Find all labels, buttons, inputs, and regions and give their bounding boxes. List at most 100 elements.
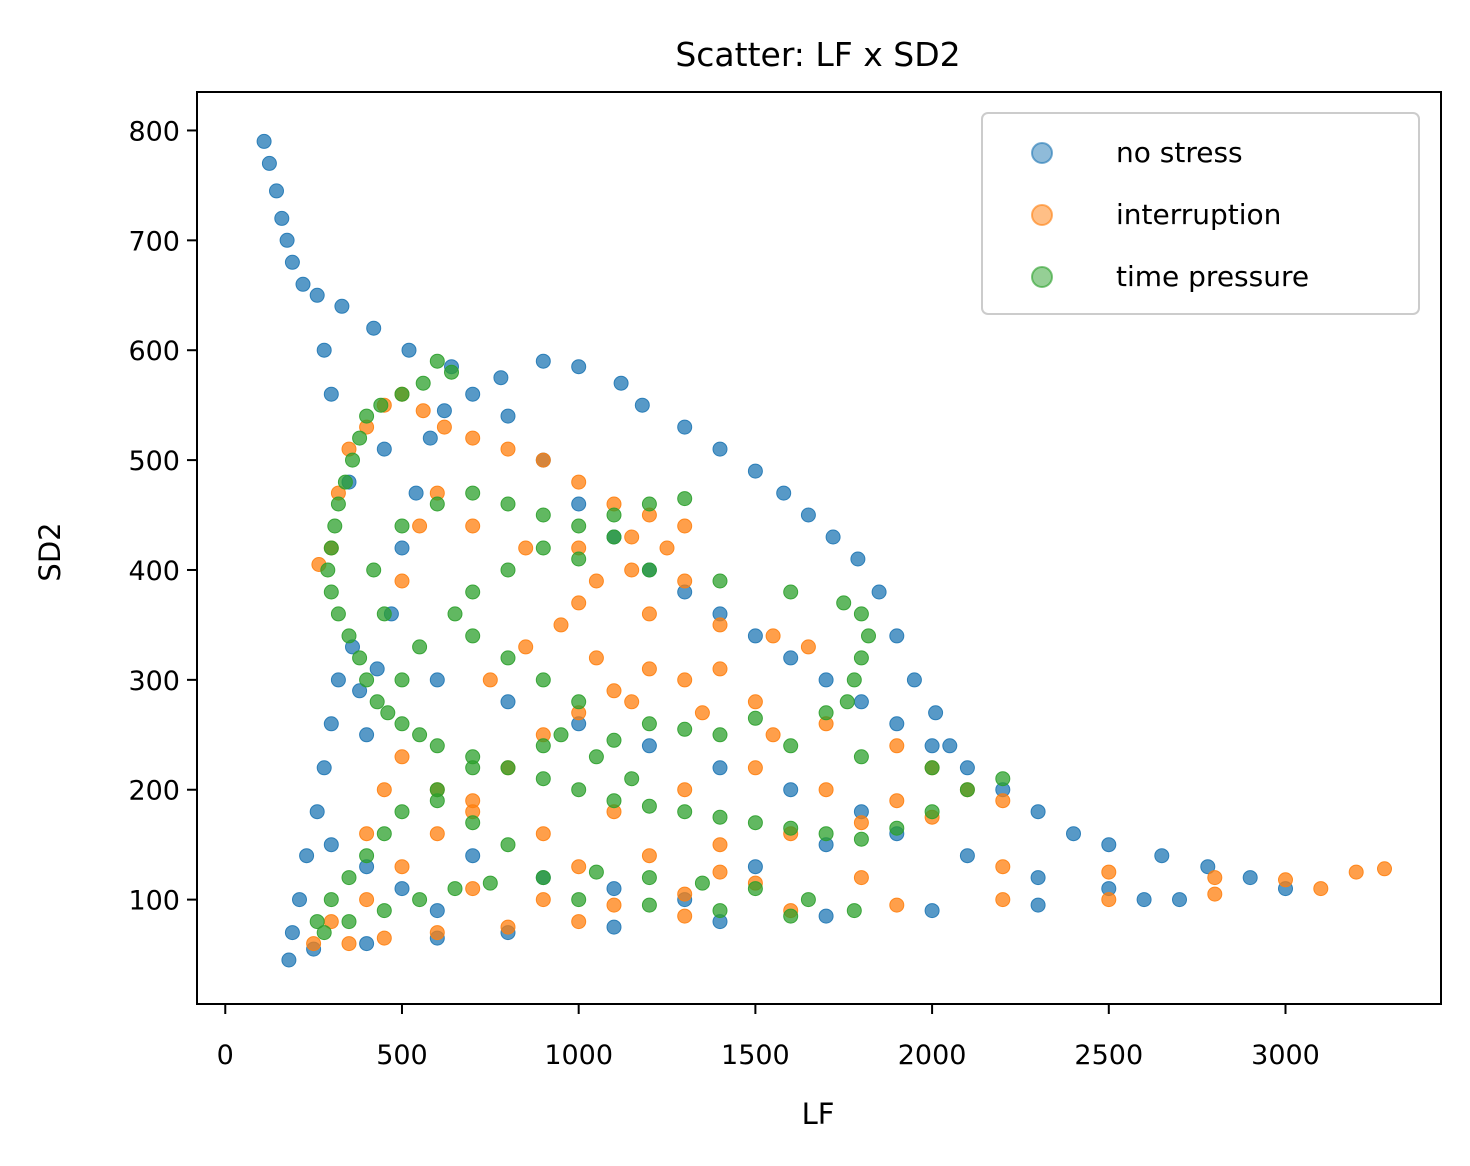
point-time-pressure-24 (500, 760, 516, 776)
point-time-pressure-15 (341, 628, 357, 644)
point-time-pressure-43 (641, 716, 657, 732)
point-no-stress-14 (571, 359, 587, 375)
point-time-pressure-92 (846, 903, 862, 919)
point-time-pressure-17 (359, 672, 375, 688)
point-no-stress-21 (800, 507, 816, 523)
point-interruption-9 (465, 430, 481, 446)
point-time-pressure-85 (482, 875, 498, 891)
point-no-stress-18 (712, 441, 728, 457)
point-interruption-43 (1278, 872, 1293, 888)
point-time-pressure-5 (359, 408, 375, 424)
point-time-pressure-20 (394, 716, 410, 732)
point-time-pressure-91 (800, 892, 816, 908)
point-no-stress-68 (571, 496, 587, 512)
point-time-pressure-86 (535, 870, 551, 886)
point-time-pressure-100 (394, 672, 410, 688)
point-no-stress-51 (299, 848, 315, 864)
point-time-pressure-1 (444, 364, 459, 380)
point-time-pressure-105 (429, 496, 445, 512)
point-no-stress-2 (269, 183, 284, 199)
point-no-stress-15 (613, 375, 629, 391)
x-axis-title: LF (802, 1097, 835, 1131)
point-no-stress-100 (1172, 892, 1187, 908)
point-no-stress-98 (1030, 870, 1046, 886)
point-interruption-94 (765, 727, 781, 743)
point-no-stress-19 (747, 463, 763, 479)
point-time-pressure-12 (320, 562, 336, 578)
point-no-stress-25 (889, 628, 905, 644)
point-time-pressure-14 (330, 606, 346, 622)
point-interruption-54 (500, 919, 516, 935)
point-no-stress-55 (330, 672, 346, 688)
point-time-pressure-32 (783, 820, 799, 836)
point-time-pressure-38 (995, 771, 1011, 787)
point-time-pressure-61 (836, 595, 852, 611)
point-interruption-18 (588, 573, 604, 589)
series-time-pressure (309, 353, 1011, 941)
point-interruption-86 (818, 782, 834, 798)
point-no-stress-7 (309, 287, 325, 303)
point-time-pressure-10 (327, 518, 343, 534)
point-time-pressure-31 (747, 815, 763, 831)
point-no-stress-65 (465, 386, 481, 402)
point-interruption-96 (535, 892, 551, 908)
point-no-stress-4 (279, 232, 295, 248)
point-no-stress-54 (323, 716, 339, 732)
point-time-pressure-27 (606, 793, 622, 809)
point-interruption-38 (712, 864, 728, 880)
point-time-pressure-13 (323, 584, 339, 600)
point-time-pressure-67 (818, 705, 834, 721)
point-time-pressure-95 (641, 897, 657, 913)
point-interruption-50 (889, 897, 905, 913)
point-time-pressure-40 (853, 749, 869, 765)
point-interruption-56 (376, 930, 392, 946)
point-interruption-57 (341, 936, 357, 952)
point-interruption-44 (1348, 864, 1364, 880)
point-interruption-25 (677, 672, 693, 688)
x-tick-label-500: 500 (376, 1040, 428, 1071)
point-time-pressure-57 (571, 551, 587, 567)
point-no-stress-88 (783, 782, 799, 798)
y-tick-label-400: 400 (128, 556, 180, 587)
point-time-pressure-78 (323, 892, 339, 908)
point-time-pressure-104 (394, 518, 410, 534)
point-time-pressure-4 (373, 397, 389, 413)
point-time-pressure-68 (747, 710, 763, 726)
point-interruption-88 (482, 672, 498, 688)
y-tick-label-300: 300 (128, 666, 180, 697)
point-no-stress-64 (436, 403, 452, 419)
point-time-pressure-48 (447, 606, 463, 622)
point-time-pressure-81 (341, 914, 357, 930)
point-time-pressure-25 (535, 771, 551, 787)
point-interruption-10 (500, 441, 516, 457)
point-interruption-40 (995, 859, 1011, 875)
point-time-pressure-42 (712, 727, 728, 743)
legend-marker-interruption (1031, 204, 1053, 226)
point-interruption-77 (359, 826, 375, 842)
point-interruption-78 (376, 782, 392, 798)
point-no-stress-66 (500, 408, 516, 424)
point-no-stress-83 (429, 672, 445, 688)
point-time-pressure-54 (641, 496, 657, 512)
point-interruption-72 (465, 518, 481, 534)
point-time-pressure-29 (677, 804, 693, 820)
point-interruption-16 (659, 540, 675, 556)
point-no-stress-102 (394, 881, 410, 897)
point-time-pressure-111 (624, 771, 640, 787)
point-interruption-24 (712, 661, 728, 677)
point-interruption-60 (359, 892, 375, 908)
point-time-pressure-35 (889, 820, 905, 836)
point-time-pressure-37 (959, 782, 975, 798)
x-tick-label-1500: 1500 (721, 1040, 790, 1071)
point-no-stress-90 (465, 848, 481, 864)
point-time-pressure-46 (500, 650, 516, 666)
point-time-pressure-82 (376, 903, 392, 919)
point-time-pressure-72 (465, 760, 481, 776)
point-interruption-48 (1101, 892, 1117, 908)
point-time-pressure-98 (465, 815, 481, 831)
point-no-stress-76 (853, 694, 869, 710)
point-time-pressure-80 (316, 925, 332, 941)
point-no-stress-63 (422, 430, 438, 446)
point-time-pressure-28 (641, 798, 657, 814)
